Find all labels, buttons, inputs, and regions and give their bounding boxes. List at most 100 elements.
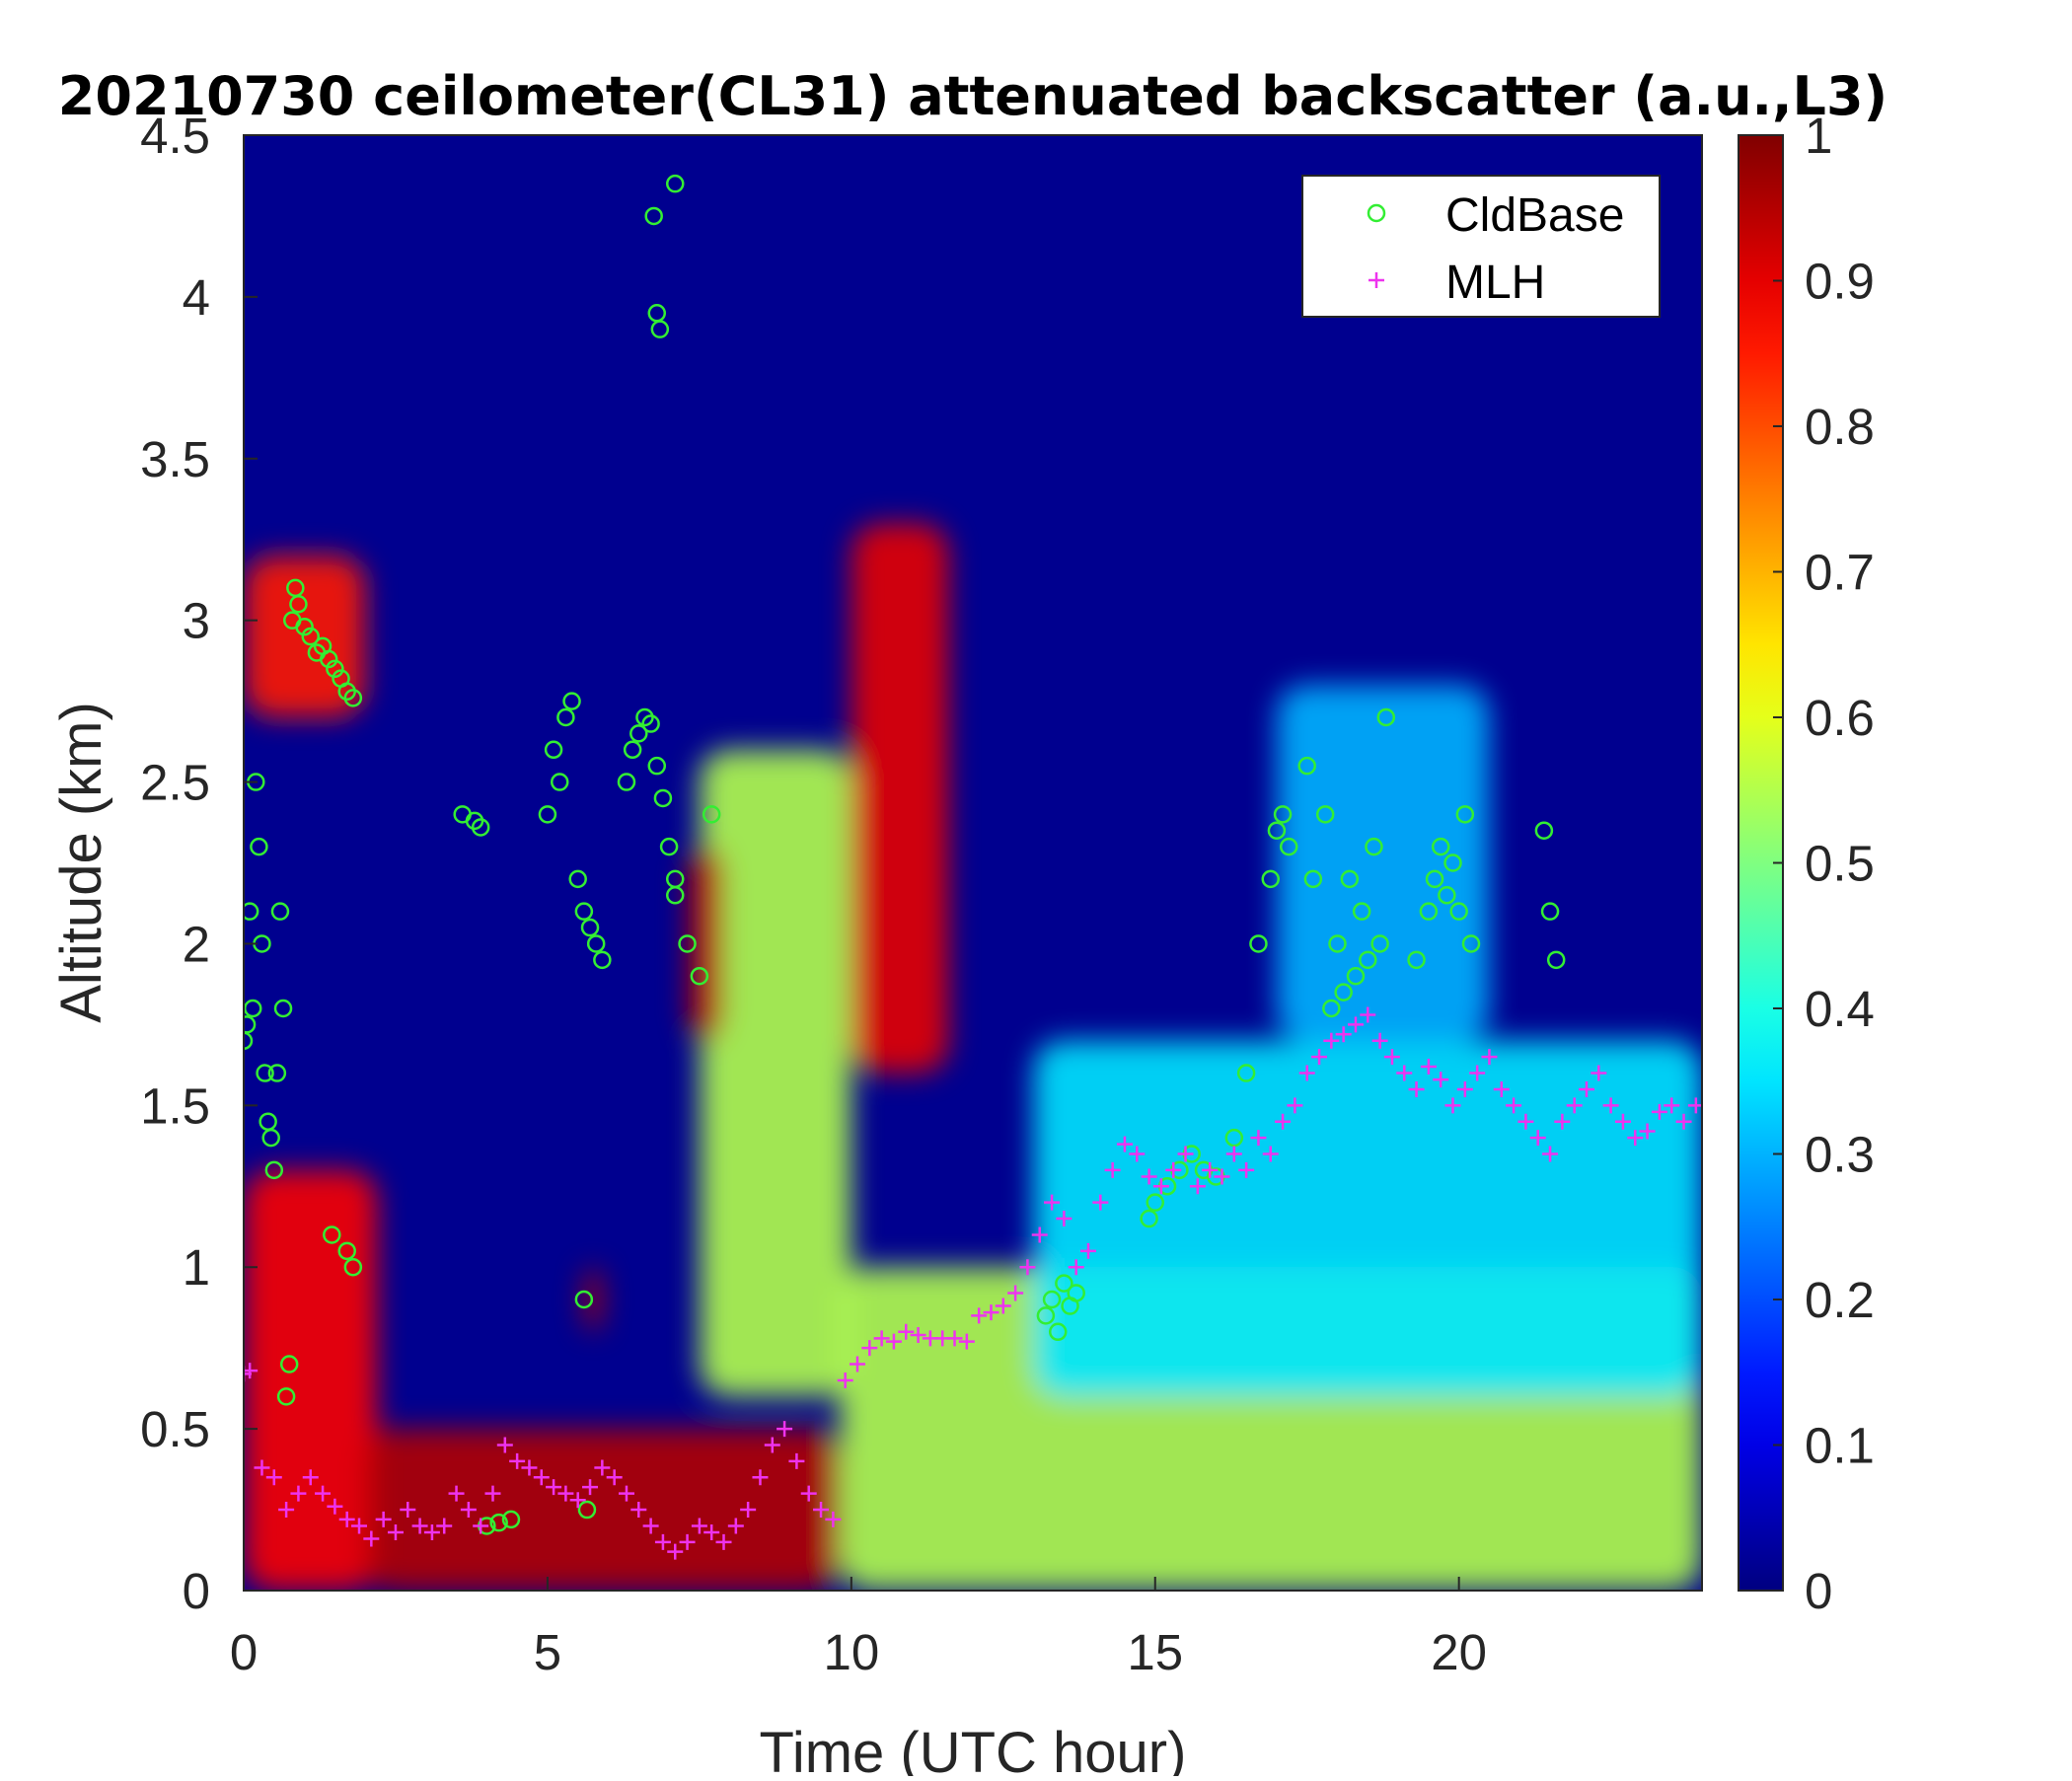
mlh-point: [1456, 1080, 1473, 1097]
colorbar-tick-label: 0.9: [1805, 254, 1875, 310]
mlh-point: [1007, 1285, 1024, 1301]
mlh-point: [1165, 1161, 1182, 1178]
x-tick-label: 20: [1431, 1624, 1487, 1680]
cldbase-point: [580, 918, 600, 937]
cldbase-point: [690, 966, 709, 986]
y-axis-label: Altitude (km): [49, 702, 113, 1023]
mlh-point: [606, 1469, 623, 1486]
mlh-point: [1675, 1113, 1692, 1130]
mlh-point: [533, 1469, 550, 1486]
cldbase-point: [489, 1513, 508, 1532]
x-tick-label: 0: [230, 1624, 258, 1680]
mlh-point: [1129, 1146, 1146, 1162]
cldbase-point: [1224, 1128, 1244, 1148]
cldbase-point: [1279, 837, 1298, 856]
colorbar-tick-label: 0.6: [1805, 690, 1875, 746]
mlh-point: [1517, 1113, 1534, 1130]
mlh-point: [302, 1469, 319, 1486]
mlh-point: [1444, 1097, 1461, 1114]
cldbase-point: [250, 837, 268, 856]
cldbase-point: [1334, 983, 1353, 1002]
mlh-point: [1651, 1103, 1667, 1120]
colorbar-tick-label: 0.7: [1805, 545, 1875, 601]
cldbase-point: [1340, 869, 1360, 889]
mlh-point: [825, 1511, 842, 1527]
mlh-point: [1383, 1049, 1400, 1066]
mlh-point: [1311, 1049, 1328, 1066]
cldbase-point: [244, 1015, 257, 1034]
mlh-point: [667, 1543, 684, 1560]
cldbase-point: [641, 714, 660, 733]
mlh-point: [448, 1485, 465, 1502]
mlh-point: [411, 1518, 428, 1534]
mlh-point: [1664, 1097, 1680, 1114]
legend: CldBase MLH: [1301, 175, 1661, 318]
y-tick-label: 1.5: [140, 1077, 210, 1134]
colorbar-tick-label: 0.8: [1805, 399, 1875, 455]
cldbase-point: [1352, 902, 1371, 921]
mlh-point: [1420, 1059, 1437, 1075]
mlh-point: [254, 1459, 270, 1476]
legend-circle-marker: [1367, 203, 1386, 223]
mlh-point: [898, 1323, 915, 1340]
mlh-point: [1614, 1113, 1631, 1130]
cldbase-point: [295, 617, 314, 636]
mlh-point: [1044, 1194, 1061, 1211]
mlh-point: [1347, 1016, 1364, 1033]
cldbase-point: [1407, 950, 1426, 970]
mlh-point: [910, 1327, 926, 1344]
mlh-point: [1554, 1113, 1571, 1130]
mlh-point: [1566, 1097, 1583, 1114]
backscatter-region-7: [687, 847, 724, 1041]
mlh-point: [1371, 1032, 1388, 1049]
cldbase-point: [1461, 934, 1481, 953]
cldbase-point: [623, 740, 642, 760]
mlh-point: [1433, 1072, 1449, 1088]
mlh-point: [1262, 1146, 1279, 1162]
cldbase-point: [577, 1500, 597, 1520]
x-tick-label: 5: [534, 1624, 561, 1680]
cldbase-point: [471, 818, 490, 837]
colorbar-tick-label: 1: [1805, 108, 1832, 164]
legend-label-cldbase: CldBase: [1445, 189, 1624, 242]
cldbase-point: [1140, 1209, 1158, 1228]
mlh-point: [1189, 1178, 1206, 1195]
mlh-point: [1493, 1080, 1510, 1097]
backscatter-field: [244, 523, 1702, 1591]
mlh-point: [423, 1524, 440, 1540]
cldbase-point: [1267, 821, 1287, 840]
cldbase-point: [256, 1064, 274, 1082]
colorbar-tick-label: 0: [1805, 1563, 1832, 1619]
cldbase-point: [279, 1355, 299, 1373]
cldbase-point: [301, 627, 320, 646]
cldbase-point: [1346, 966, 1366, 986]
cldbase-point: [1273, 805, 1293, 824]
backscatter-region-5: [851, 523, 949, 1074]
mlh-point: [1104, 1161, 1121, 1178]
mlh-point: [363, 1530, 380, 1547]
mlh-point: [995, 1298, 1011, 1314]
mlh-point: [290, 1485, 307, 1502]
mlh-point: [1152, 1178, 1169, 1195]
mlh-point: [1177, 1146, 1194, 1162]
mlh-point: [777, 1421, 793, 1438]
mlh-point: [473, 1518, 489, 1534]
mlh-point: [1214, 1168, 1230, 1185]
mlh-point: [1396, 1065, 1413, 1081]
mlh-point: [740, 1502, 757, 1519]
mlh-point: [1092, 1194, 1109, 1211]
cldbase-point: [593, 950, 612, 970]
cldbase-point: [617, 773, 636, 791]
mlh-point: [1578, 1080, 1594, 1097]
mlh-point: [338, 1511, 355, 1527]
mlh-point: [752, 1469, 769, 1486]
cldbase-point: [556, 707, 575, 727]
cldbase-point: [1261, 869, 1281, 889]
plot-frame: [243, 134, 1703, 1592]
mlh-point: [351, 1518, 368, 1534]
mlh-point: [946, 1330, 963, 1347]
mlh-series: [244, 1006, 1702, 1560]
backscatter-region-9: [1276, 685, 1490, 1041]
cldbase-point: [273, 999, 293, 1018]
mlh-point: [885, 1333, 902, 1350]
